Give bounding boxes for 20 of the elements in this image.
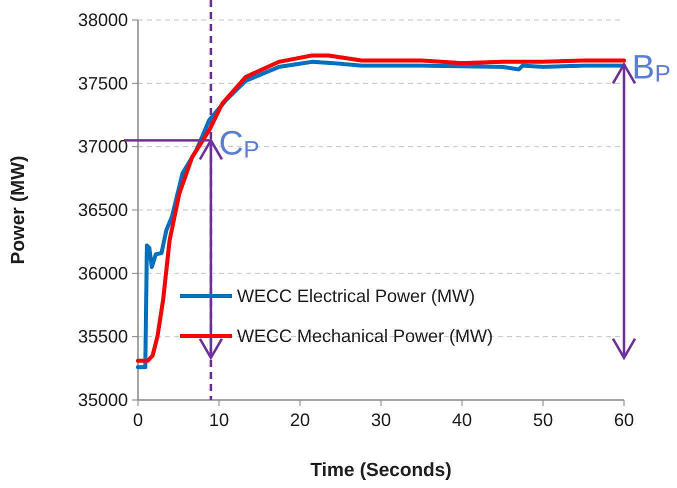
x-tick-label: 10 [208,410,230,430]
y-tick-label: 35000 [78,390,128,410]
annotation: B$_{P}$ [632,48,671,88]
y-tick-label: 35500 [78,326,128,347]
y-tick-label: 36000 [78,263,128,284]
x-tick-label: 40 [452,410,472,430]
x-tick-label: 0 [132,410,144,430]
legend-label: WECC Electrical Power (MW) [237,286,476,306]
y-tick-label: 38000 [78,10,128,30]
legend-label: WECC Mechanical Power (MW) [237,326,494,346]
y-axis-title: Power (MW) [8,156,29,264]
x-tick-label: 30 [370,410,392,430]
x-axis-title: Time (Seconds) [310,460,452,481]
y-tick-label: 36500 [78,200,128,220]
y-tick-label: 37500 [78,73,128,94]
x-tick-label: 20 [290,410,310,430]
x-tick-label: 60 [614,410,634,430]
y-tick-label: 37000 [78,136,128,157]
annotation: C$_{P}$ [218,124,260,164]
x-tick-label: 50 [532,410,554,430]
